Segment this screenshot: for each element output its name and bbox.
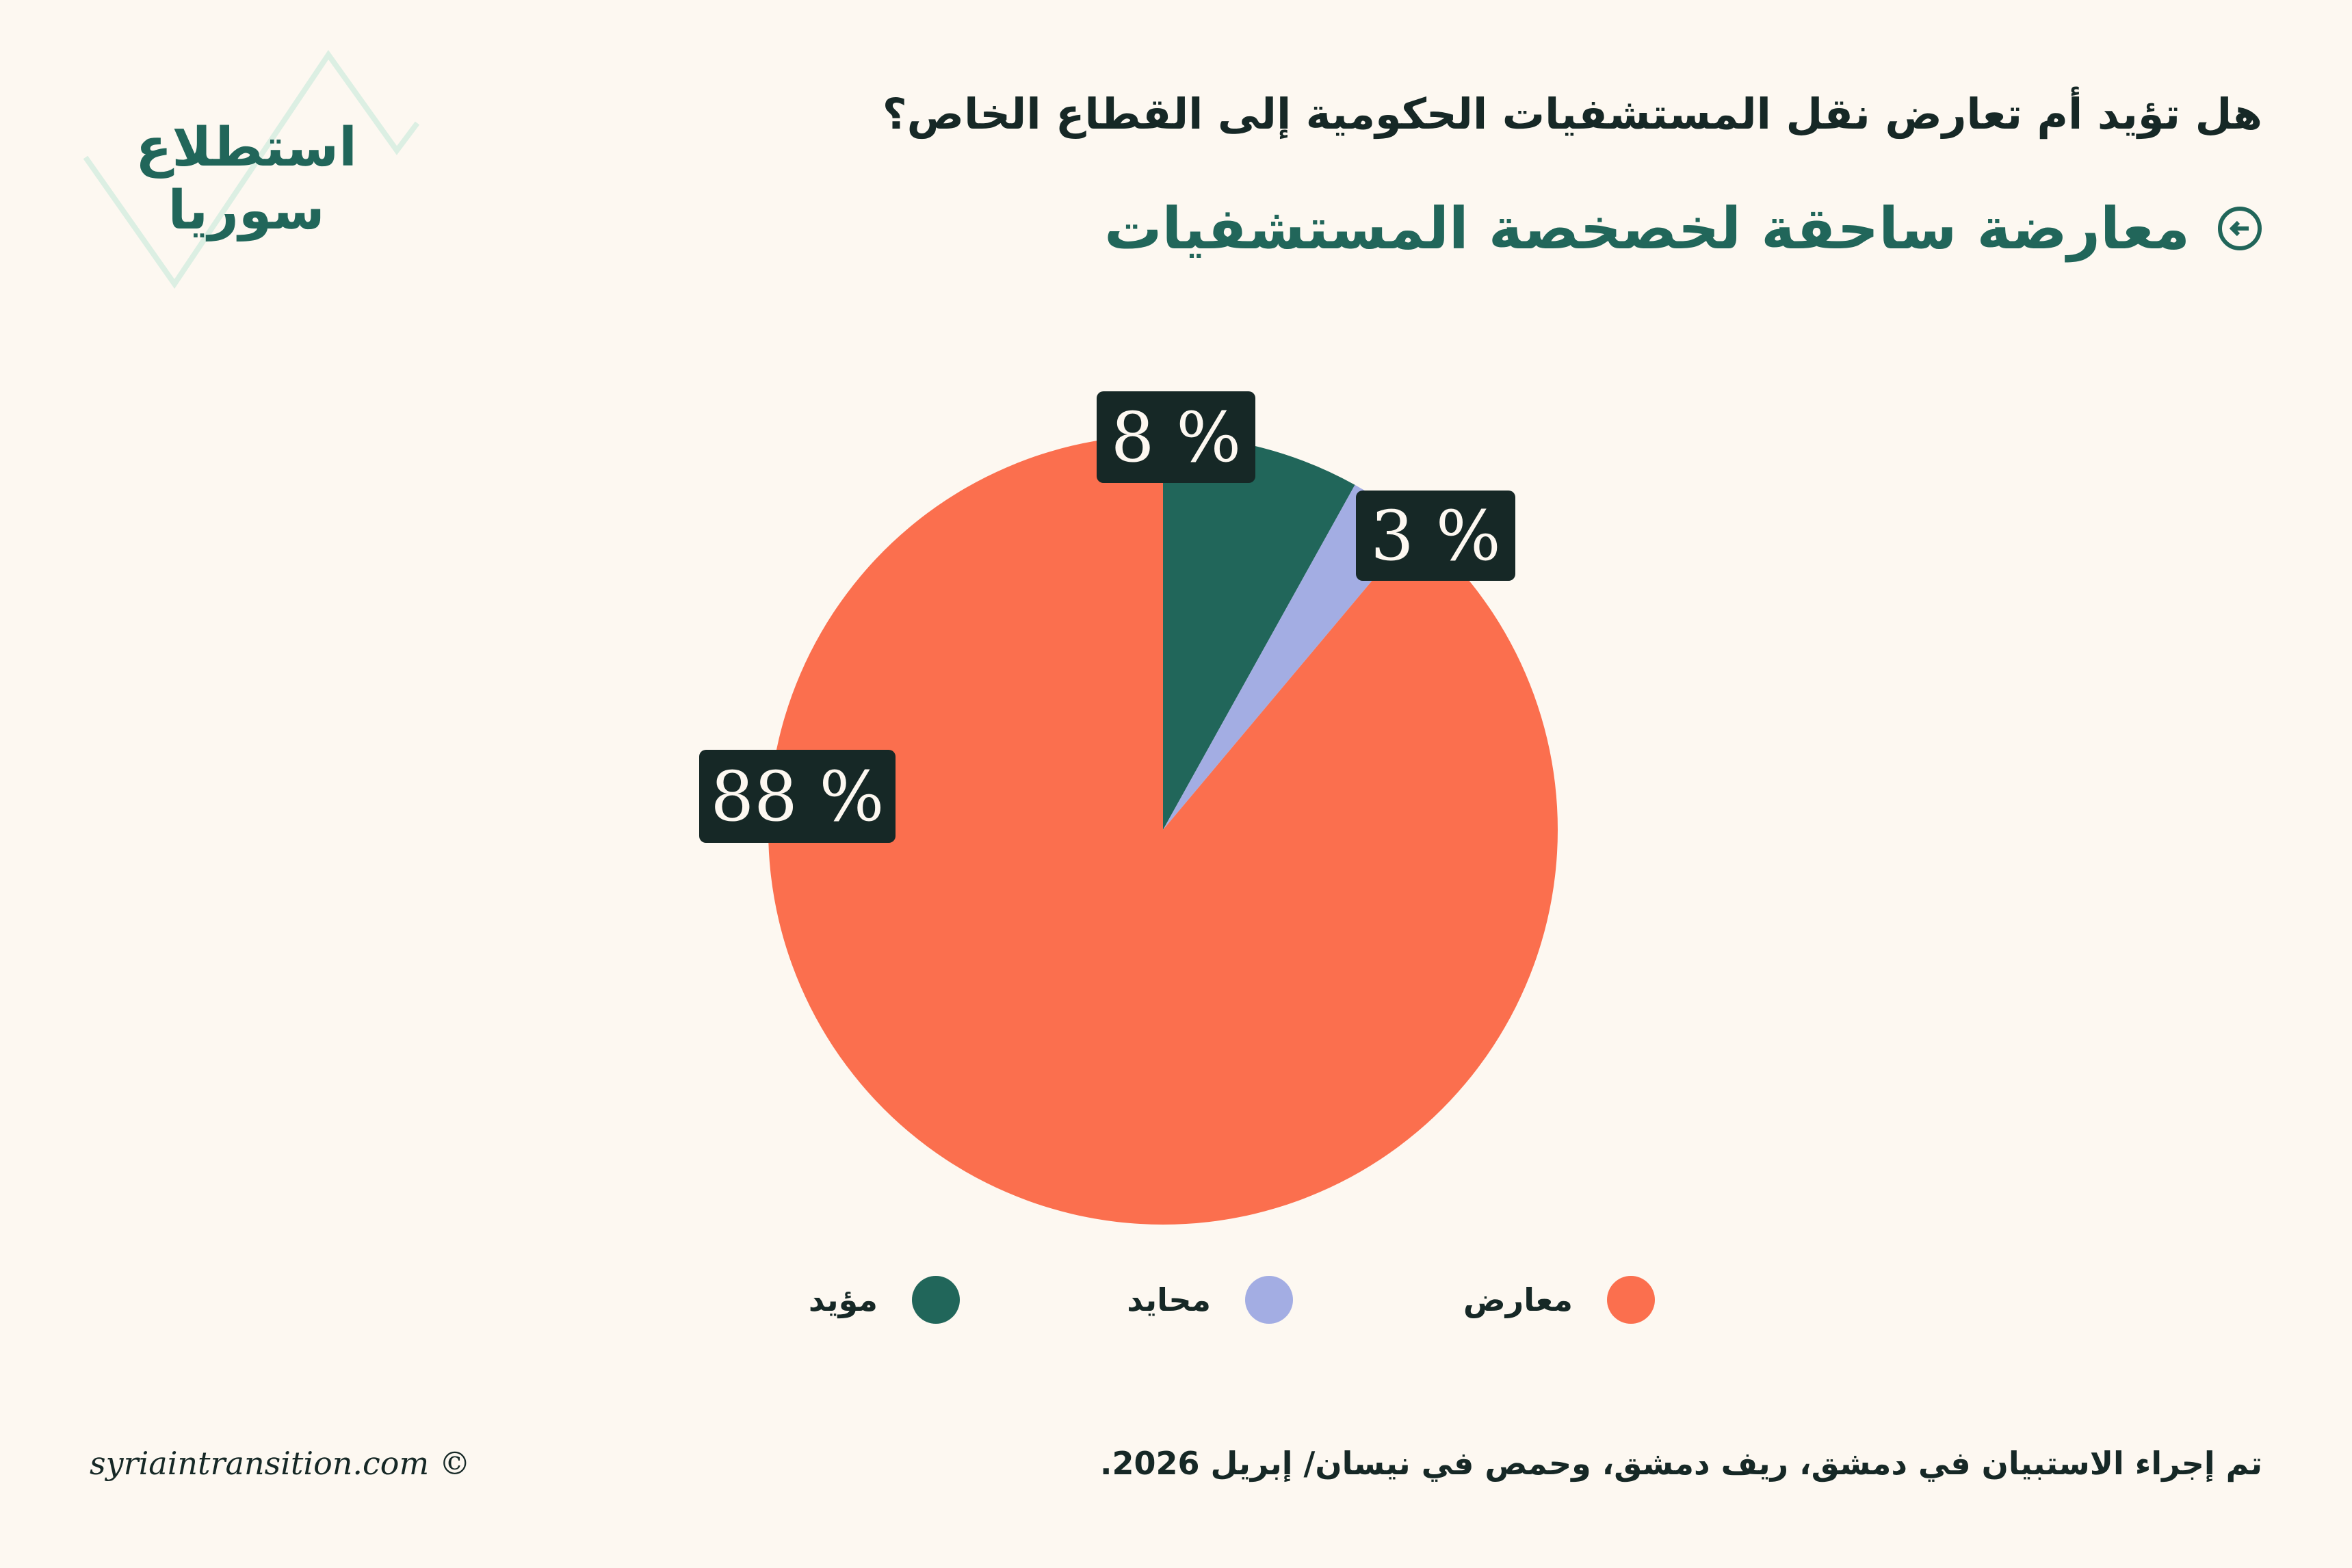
survey-note: تم إجراء الاستبيان في دمشق، ريف دمشق، وح… <box>1099 1445 2262 1482</box>
circle-arrow-left-icon <box>2218 207 2262 250</box>
pie-slice-neutral <box>1163 484 1417 830</box>
data-label-oppose: 88 % <box>699 750 896 843</box>
data-label-neutral: 3 % <box>1356 491 1515 581</box>
legend-swatch-support <box>912 1276 960 1324</box>
logo-zigzag <box>83 49 420 289</box>
legend-label: محايد <box>1127 1281 1211 1318</box>
headline-text: معارضة ساحقة لخصخصة المستشفيات <box>1104 195 2190 262</box>
legend-item-neutral: محايد <box>1127 1274 1293 1326</box>
legend-label: معارض <box>1463 1281 1573 1318</box>
legend-item-support: مؤيد <box>809 1274 960 1326</box>
logo-line1: استطلاع <box>135 117 357 179</box>
pie-slice-oppose <box>768 435 1558 1225</box>
copyright-link[interactable]: syriaintransition.com © <box>90 1445 471 1482</box>
legend-label: مؤيد <box>808 1281 878 1318</box>
legend-swatch-oppose <box>1607 1276 1655 1324</box>
logo-line2: سوريا <box>168 180 325 241</box>
logo: استطلاع سوريا <box>123 116 369 242</box>
chart-question: هل تؤيد أم تعارض نقل المستشفيات الحكومية… <box>882 89 2262 139</box>
chart-headline: معارضة ساحقة لخصخصة المستشفيات <box>1104 195 2262 262</box>
pie-slice-support <box>1163 435 1355 830</box>
legend-item-oppose: معارض <box>1463 1274 1655 1326</box>
data-label-support: 8 % <box>1097 391 1255 483</box>
legend-swatch-neutral <box>1245 1276 1293 1324</box>
